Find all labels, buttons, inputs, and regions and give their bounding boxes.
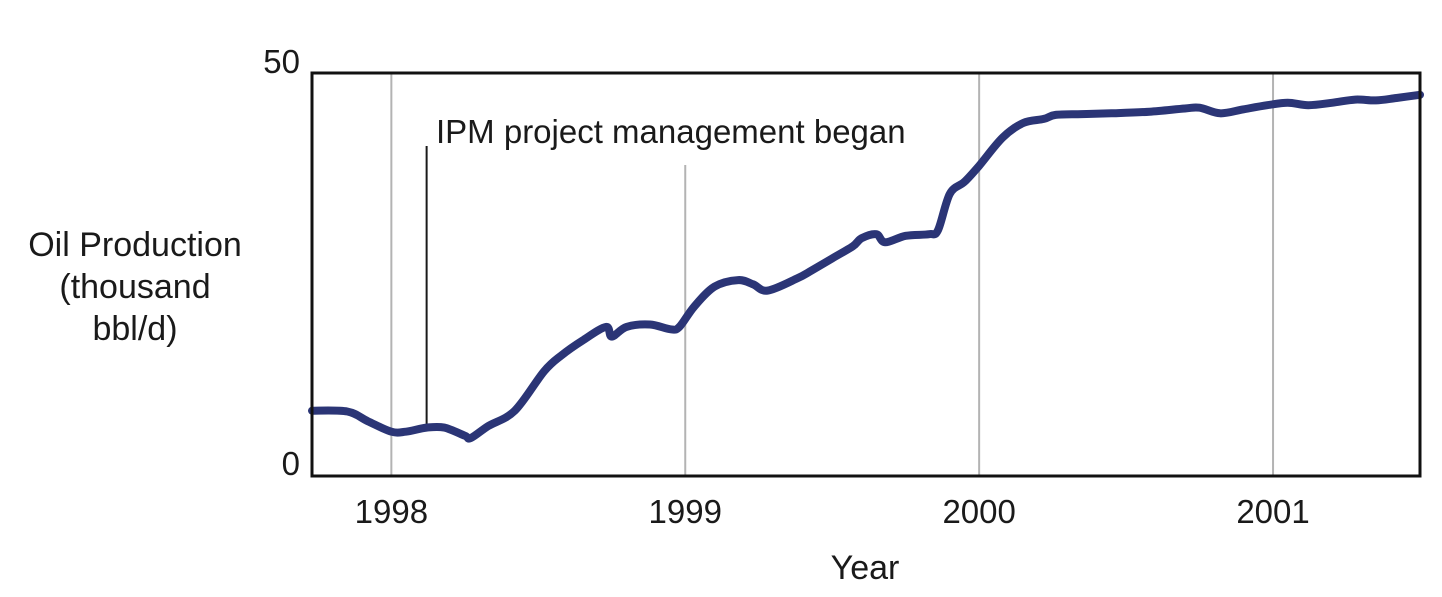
y-axis-label-line-3: bbl/d) bbox=[92, 310, 177, 348]
x-tick-label-2000: 2000 bbox=[942, 493, 1015, 530]
gridlines bbox=[390, 73, 1275, 476]
x-tick-labels: 1998 1999 2000 2001 bbox=[355, 493, 1310, 530]
y-axis-label-line-1: Oil Production bbox=[28, 226, 242, 264]
x-tick-label-1998: 1998 bbox=[355, 493, 428, 530]
x-axis-label: Year bbox=[831, 549, 900, 587]
plot-frame bbox=[310, 71, 1422, 478]
y-tick-label-0: 0 bbox=[282, 445, 300, 482]
series-line-oil-production bbox=[308, 90, 1424, 443]
x-tick-label-1999: 1999 bbox=[649, 493, 722, 530]
y-tick-labels: 0 50 bbox=[263, 43, 300, 482]
y-tick-label-50: 50 bbox=[263, 43, 300, 80]
y-axis-label: Oil Production (thousand bbl/d) bbox=[28, 226, 242, 348]
annotation-text: IPM project management began bbox=[436, 113, 906, 150]
series-layer bbox=[308, 90, 1424, 443]
y-axis-label-line-2: (thousand bbox=[59, 268, 210, 306]
annotation-group: IPM project management began bbox=[425, 113, 906, 425]
x-tick-label-2001: 2001 bbox=[1236, 493, 1309, 530]
